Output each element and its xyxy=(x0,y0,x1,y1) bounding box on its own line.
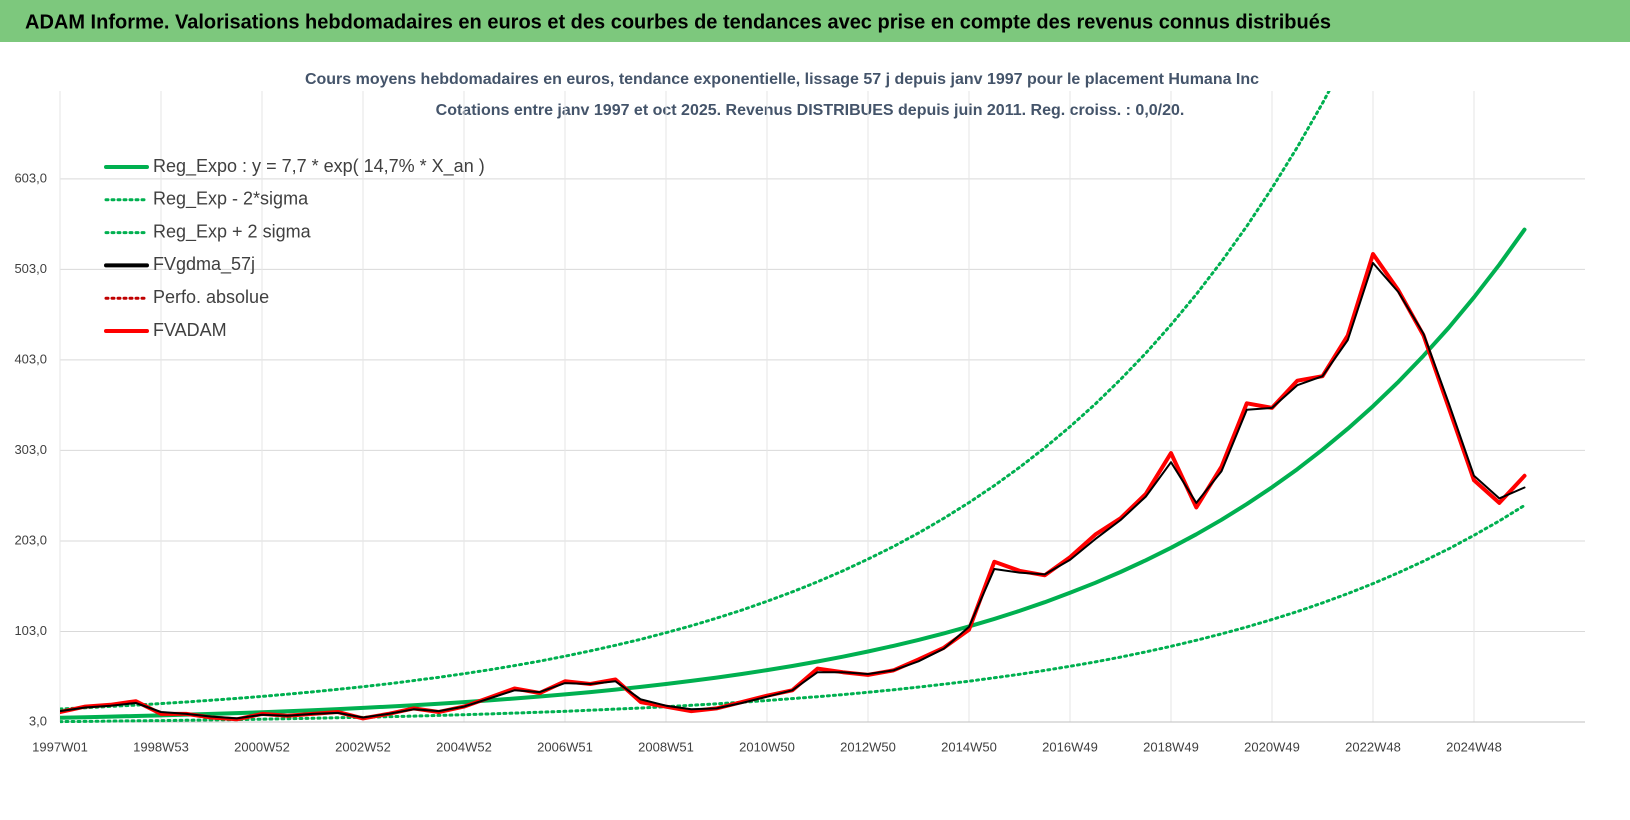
x-tick-label: 2014W50 xyxy=(941,739,997,754)
legend-label: FVADAM xyxy=(153,320,227,340)
x-tick-label: 2010W50 xyxy=(739,739,795,754)
x-tick-label: 2000W52 xyxy=(234,739,290,754)
chart-title: Cours moyens hebdomadaires en euros, ten… xyxy=(305,71,1259,88)
x-tick-label: 2008W51 xyxy=(638,739,694,754)
series-line xyxy=(60,262,1526,720)
page-title: ADAM Informe. Valorisations hebdomadaire… xyxy=(25,11,1331,33)
x-tick-label: 2006W51 xyxy=(537,739,593,754)
legend-label: Reg_Exp - 2*sigma xyxy=(153,189,309,210)
y-tick-label: 3,0 xyxy=(29,713,47,728)
y-tick-label: 303,0 xyxy=(14,442,47,457)
x-tick-label: 1997W01 xyxy=(32,739,88,754)
x-tick-label: 2022W48 xyxy=(1345,739,1401,754)
legend-label: Perfo. absolue xyxy=(153,287,269,307)
x-tick-label: 2016W49 xyxy=(1042,739,1098,754)
y-tick-label: 403,0 xyxy=(14,351,47,366)
y-tick-label: 103,0 xyxy=(14,623,47,638)
x-tick-label: 2004W52 xyxy=(436,739,492,754)
x-tick-label: 2020W49 xyxy=(1244,739,1300,754)
x-tick-label: 2012W50 xyxy=(840,739,896,754)
y-tick-label: 203,0 xyxy=(14,532,47,547)
x-tick-label: 2024W48 xyxy=(1446,739,1502,754)
x-tick-label: 2018W49 xyxy=(1143,739,1199,754)
series-line xyxy=(60,503,1526,724)
chart-subtitle: Cotations entre janv 1997 et oct 2025. R… xyxy=(436,102,1185,119)
series-line xyxy=(60,91,1331,711)
x-tick-label: 1998W53 xyxy=(133,739,189,754)
y-tick-label: 503,0 xyxy=(14,261,47,276)
x-tick-label: 2002W52 xyxy=(335,739,391,754)
legend-label: Reg_Expo : y = 7,7 * exp( 14,7% * X_an ) xyxy=(153,156,485,177)
legend-label: Reg_Exp + 2 sigma xyxy=(153,221,312,242)
title-bar xyxy=(0,0,1630,42)
series-line xyxy=(60,227,1527,720)
y-tick-label: 603,0 xyxy=(14,170,47,185)
plot-area xyxy=(60,91,1527,724)
legend-label: FVgdma_57j xyxy=(153,254,255,275)
